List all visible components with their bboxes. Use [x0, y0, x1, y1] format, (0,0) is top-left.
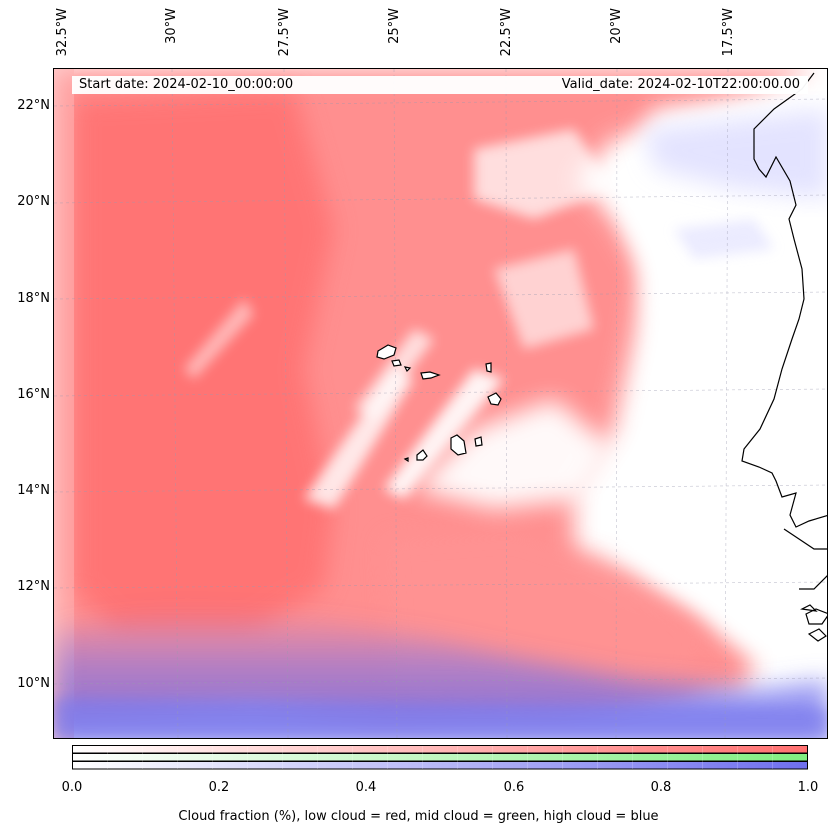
lat-label-12n: 12°N [17, 579, 50, 594]
lon-label-17-5w: 17.5°W [721, 8, 736, 57]
lon-label-32-5w: 32.5°W [55, 8, 70, 57]
gridlines [54, 69, 827, 738]
lon-label-22-5w: 22.5°W [499, 8, 514, 57]
lat-label-20n: 20°N [17, 194, 50, 209]
colorbar-tick-3: 0.6 [503, 780, 525, 795]
start-date-text: Start date: 2024-02-10_00:00:00 [79, 77, 294, 92]
date-bar: Start date: 2024-02-10_00:00:00 Valid_da… [72, 76, 808, 94]
coastline-africa [741, 72, 827, 642]
colorbar-tick-0: 0.0 [61, 780, 83, 795]
lon-label-25w: 25°W [387, 8, 402, 44]
lat-label-14n: 14°N [17, 483, 50, 498]
colorbar-mid-cloud [72, 753, 808, 762]
lat-label-18n: 18°N [17, 291, 50, 306]
cape-verde-islands [376, 344, 502, 463]
lon-label-20w: 20°W [609, 8, 624, 44]
map-area[interactable] [53, 68, 828, 739]
clear-sky-streaks [184, 129, 614, 509]
lon-label-30w: 30°W [164, 8, 179, 44]
lat-label-16n: 16°N [17, 387, 50, 402]
colorbar-high-cloud [72, 761, 808, 770]
colorbar-tick-5: 1.0 [797, 780, 819, 795]
colorbar-label: Cloud fraction (%), low cloud = red, mid… [178, 809, 659, 824]
colorbar-tick-4: 0.8 [650, 780, 672, 795]
high-cloud-layer [54, 109, 827, 738]
colorbar [72, 745, 808, 770]
colorbar-low-cloud [72, 745, 808, 754]
valid-date-text: Valid_date: 2024-02-10T22:00:00.00 [561, 77, 800, 92]
lon-label-27-5w: 27.5°W [277, 8, 292, 57]
colorbar-tick-2: 0.4 [355, 780, 377, 795]
lat-label-10n: 10°N [17, 676, 50, 691]
clear-region-east [414, 89, 827, 669]
lat-label-22n: 22°N [17, 98, 50, 113]
colorbar-tick-1: 0.2 [208, 780, 230, 795]
